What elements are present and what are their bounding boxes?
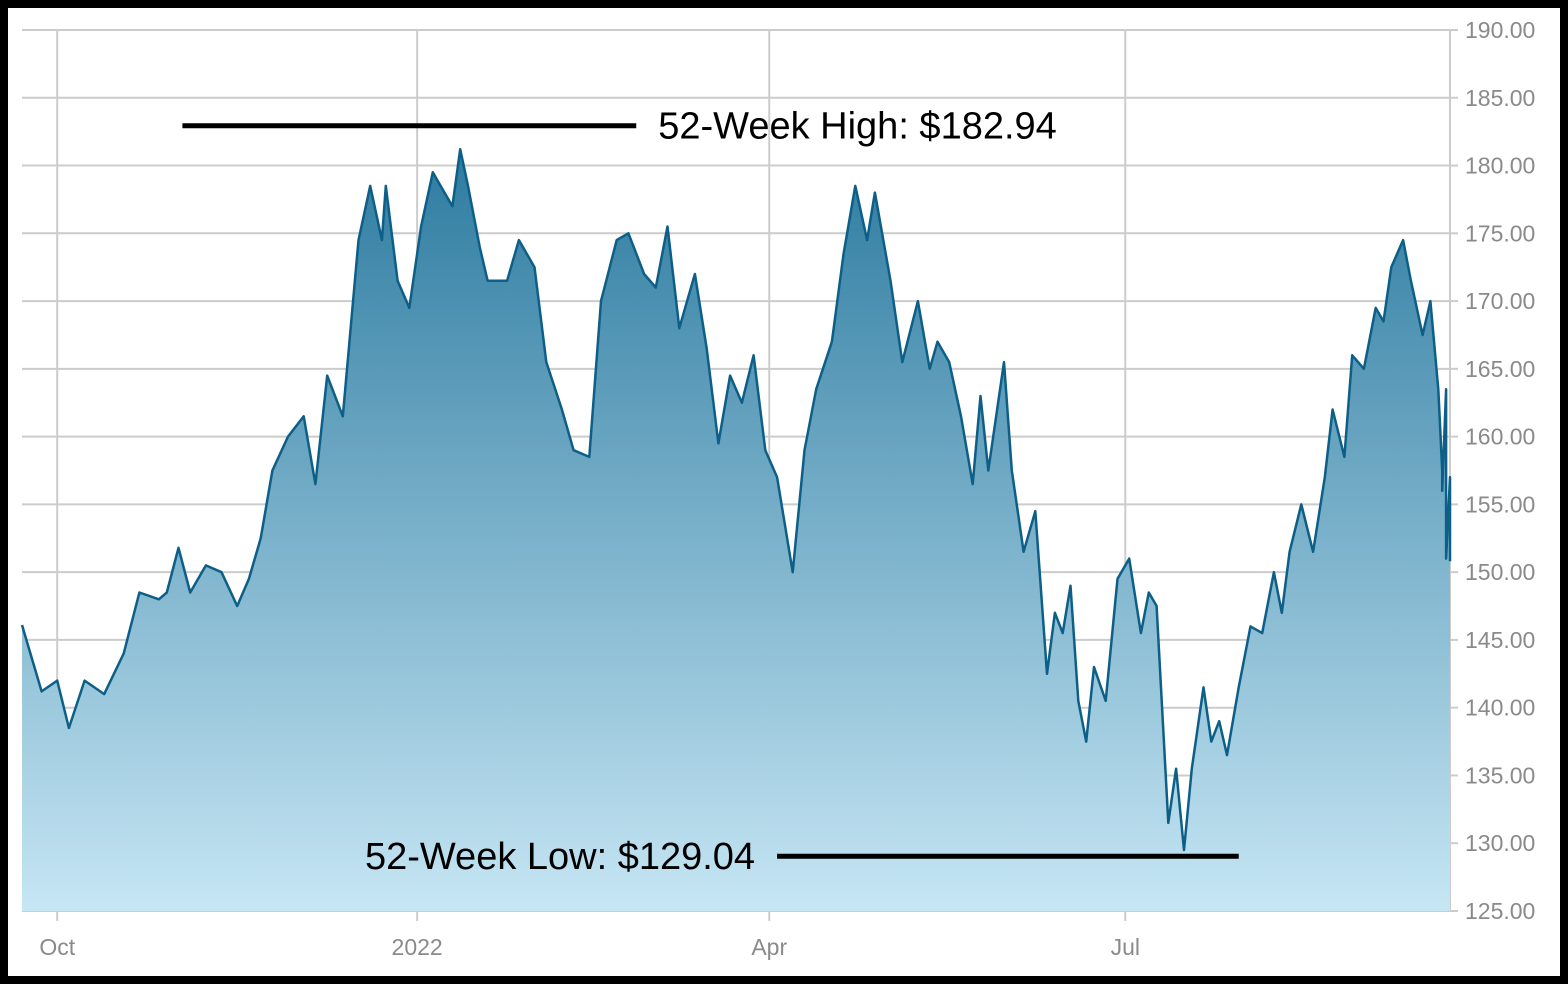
y-tick-label: 150.00 bbox=[1465, 559, 1535, 585]
chart-panel: 125.00 130.00 135.00 140.00 145.00 150.00 155.… bbox=[8, 8, 1560, 976]
y-tick-label: 190.00 bbox=[1465, 17, 1535, 43]
x-tick-label: Oct bbox=[39, 934, 75, 960]
y-tick-label: 145.00 bbox=[1465, 627, 1535, 653]
x-tick-label: Apr bbox=[751, 934, 787, 960]
y-tick-label: 165.00 bbox=[1465, 356, 1535, 382]
price-line bbox=[20, 148, 1452, 852]
x-tick-label: Jul bbox=[1111, 934, 1140, 960]
y-tick-label: 160.00 bbox=[1465, 424, 1535, 450]
high-annotation-label: 52-Week High: $182.94 bbox=[658, 106, 1057, 148]
y-tick-label: 135.00 bbox=[1465, 762, 1535, 788]
x-tick-label: 2022 bbox=[392, 934, 443, 960]
y-tick-label: 140.00 bbox=[1465, 695, 1535, 721]
y-tick-label: 125.00 bbox=[1465, 898, 1535, 924]
low-annotation-label: 52-Week Low: $129.04 bbox=[365, 836, 755, 878]
price-area-chart: 125.00 130.00 135.00 140.00 145.00 150.00 155.… bbox=[20, 17, 1535, 960]
y-tick-label: 130.00 bbox=[1465, 830, 1535, 856]
y-tick-label: 185.00 bbox=[1465, 85, 1535, 111]
y-tick-label: 170.00 bbox=[1465, 288, 1535, 314]
price-area-fill bbox=[22, 149, 1450, 912]
y-tick-label: 175.00 bbox=[1465, 220, 1535, 246]
y-tick-label: 180.00 bbox=[1465, 153, 1535, 179]
y-tick-label: 155.00 bbox=[1465, 491, 1535, 517]
